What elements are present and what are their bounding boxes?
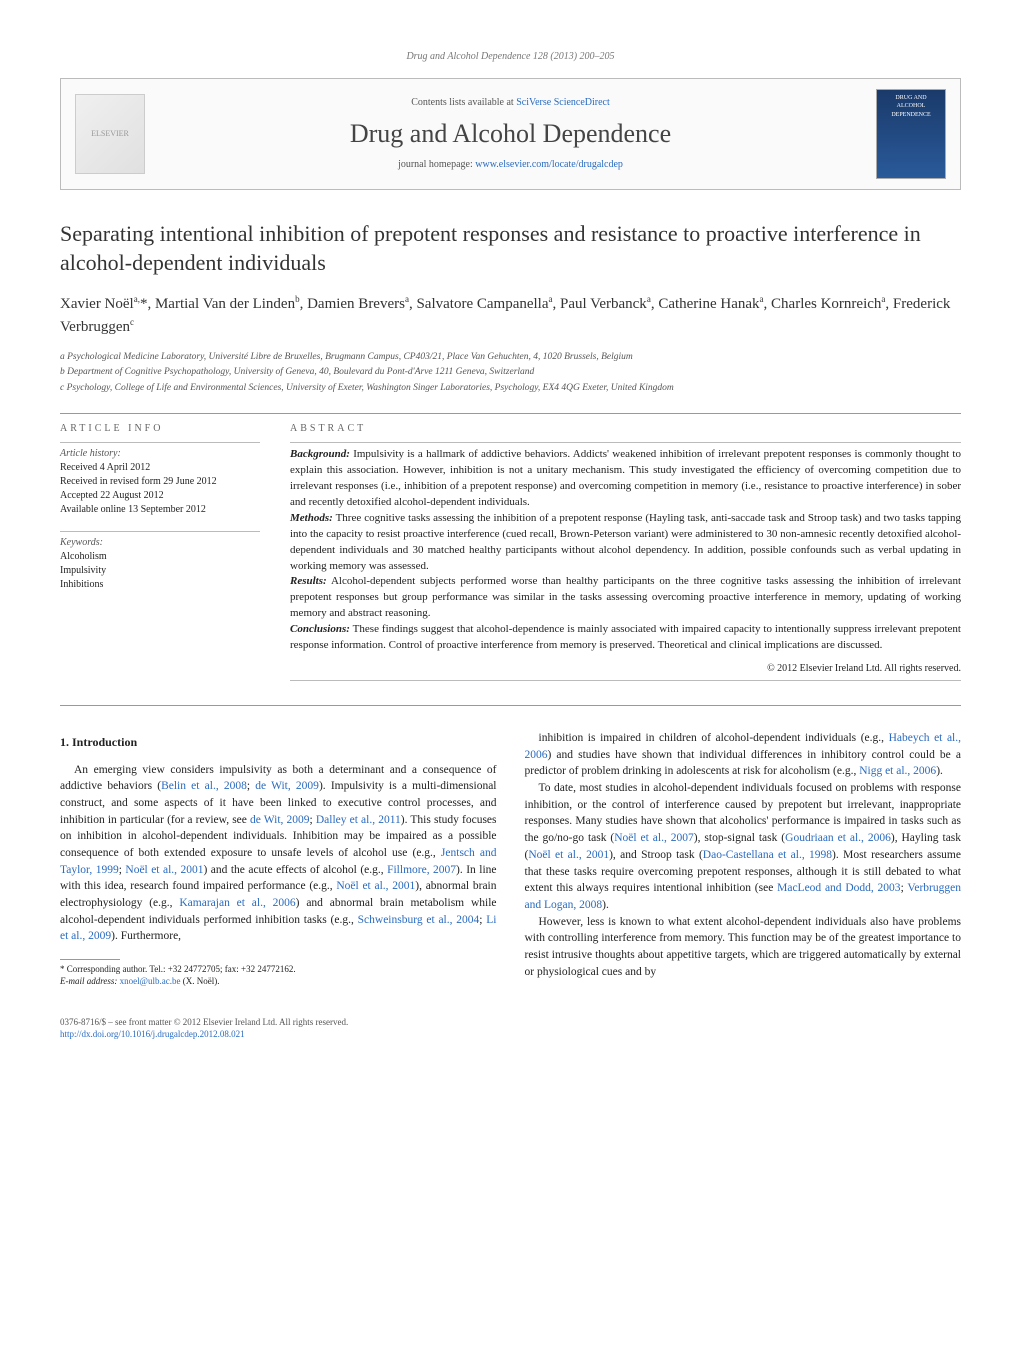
corresponding-footnote: * Corresponding author. Tel.: +32 247727… <box>60 964 497 987</box>
banner-center: Contents lists available at SciVerse Sci… <box>145 96 876 172</box>
keywords-label: Keywords: <box>60 536 260 550</box>
history-accepted: Accepted 22 August 2012 <box>60 489 260 503</box>
intro-paragraph-col2a: inhibition is impaired in children of al… <box>525 730 962 780</box>
section-heading-1: 1. Introduction <box>60 734 497 751</box>
footnote-separator <box>60 959 120 960</box>
history-revised: Received in revised form 29 June 2012 <box>60 475 260 489</box>
affiliation-a: a Psychological Medicine Laboratory, Uni… <box>60 350 961 364</box>
journal-title: Drug and Alcohol Dependence <box>145 116 876 152</box>
contents-line: Contents lists available at SciVerse Sci… <box>145 96 876 110</box>
footer-copyright: 0376-8716/$ – see front matter © 2012 El… <box>60 1017 961 1029</box>
keywords-block: Keywords: Alcoholism Impulsivity Inhibit… <box>60 536 260 592</box>
journal-banner: ELSEVIER Contents lists available at Sci… <box>60 78 961 190</box>
contents-prefix: Contents lists available at <box>411 97 516 108</box>
affiliation-c: c Psychology, College of Life and Enviro… <box>60 381 961 395</box>
article-info-heading: ARTICLE INFO <box>60 422 260 436</box>
article-title: Separating intentional inhibition of pre… <box>60 220 961 277</box>
doi-link[interactable]: http://dx.doi.org/10.1016/j.drugalcdep.2… <box>60 1029 245 1039</box>
email-label: E-mail address: <box>60 976 120 986</box>
affiliations: a Psychological Medicine Laboratory, Uni… <box>60 350 961 395</box>
body-columns: 1. Introduction An emerging view conside… <box>60 730 961 987</box>
page-footer: 0376-8716/$ – see front matter © 2012 El… <box>60 1017 961 1040</box>
publisher-logo: ELSEVIER <box>75 94 145 174</box>
abstract-heading: ABSTRACT <box>290 422 961 436</box>
divider <box>60 413 961 414</box>
sciencedirect-link[interactable]: SciVerse ScienceDirect <box>516 97 610 108</box>
journal-cover: DRUG AND ALCOHOL DEPENDENCE <box>876 89 946 179</box>
email-link[interactable]: xnoel@ulb.ac.be <box>120 976 181 986</box>
history-received: Received 4 April 2012 <box>60 461 260 475</box>
affiliation-b: b Department of Cognitive Psychopatholog… <box>60 365 961 379</box>
publisher-logo-text: ELSEVIER <box>91 128 129 139</box>
intro-paragraph-1: An emerging view considers impulsivity a… <box>60 762 497 945</box>
abstract-copyright: © 2012 Elsevier Ireland Ltd. All rights … <box>290 662 961 676</box>
keyword-2: Impulsivity <box>60 564 260 578</box>
intro-paragraph-col2c: However, less is known to what extent al… <box>525 914 962 981</box>
authors: Xavier Noëla,*, Martial Van der Lindenb,… <box>60 293 961 338</box>
keyword-1: Alcoholism <box>60 550 260 564</box>
history-online: Available online 13 September 2012 <box>60 503 260 517</box>
history-label: Article history: <box>60 447 260 461</box>
corr-author-line: * Corresponding author. Tel.: +32 247727… <box>60 964 497 976</box>
homepage-line: journal homepage: www.elsevier.com/locat… <box>145 158 876 172</box>
divider <box>60 705 961 706</box>
running-header: Drug and Alcohol Dependence 128 (2013) 2… <box>60 50 961 64</box>
homepage-prefix: journal homepage: <box>398 159 475 170</box>
abstract-text: Background: Impulsivity is a hallmark of… <box>290 447 961 654</box>
cover-text: DRUG AND ALCOHOL DEPENDENCE <box>891 95 930 118</box>
keyword-3: Inhibitions <box>60 578 260 592</box>
article-info-column: ARTICLE INFO Article history: Received 4… <box>60 422 260 685</box>
intro-paragraph-col2b: To date, most studies in alcohol-depende… <box>525 780 962 913</box>
homepage-link[interactable]: www.elsevier.com/locate/drugalcdep <box>475 159 623 170</box>
email-suffix: (X. Noël). <box>180 976 219 986</box>
abstract-column: ABSTRACT Background: Impulsivity is a ha… <box>290 422 961 685</box>
article-history: Article history: Received 4 April 2012 R… <box>60 447 260 517</box>
